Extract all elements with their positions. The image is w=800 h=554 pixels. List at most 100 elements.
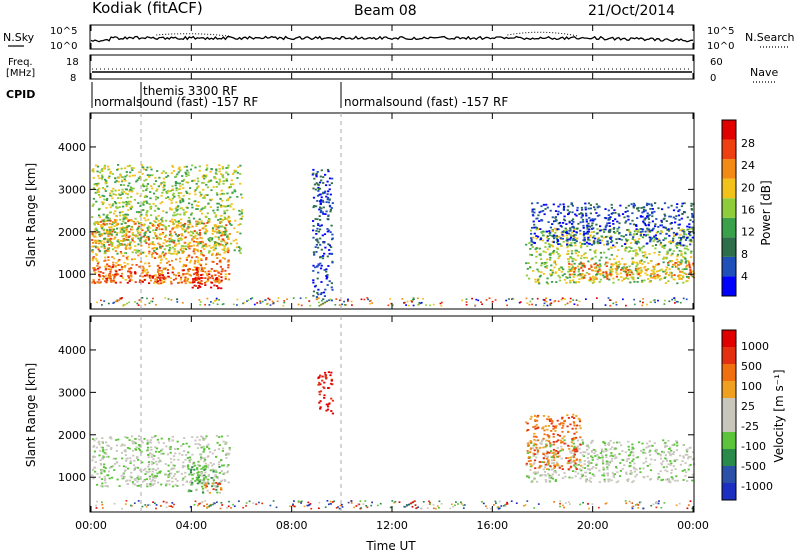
- power-cell: [109, 170, 112, 173]
- power-cell: [222, 239, 225, 242]
- power-cell: [156, 280, 159, 283]
- velocity-cell: [544, 463, 547, 466]
- power-cell: [143, 217, 146, 220]
- power-cell: [101, 203, 104, 206]
- noise-left-tick-bottom: 10^0: [50, 41, 77, 52]
- power-cell: [169, 190, 172, 192]
- power-cell: [124, 229, 127, 232]
- power-cell: [553, 266, 556, 269]
- power-cell: [640, 266, 643, 269]
- power-cell: [580, 257, 583, 260]
- power-cell: [240, 217, 243, 220]
- power-near-range-cell: [253, 303, 256, 306]
- power-cell: [92, 168, 95, 170]
- power-cell: [141, 184, 144, 187]
- power-cell: [213, 225, 216, 228]
- power-cell: [658, 251, 661, 253]
- velocity-cell: [214, 469, 217, 472]
- velocity-cell: [226, 434, 229, 437]
- power-cell: [322, 241, 325, 244]
- power-cell: [538, 220, 541, 222]
- power-cell: [319, 202, 322, 205]
- power-cell: [130, 279, 133, 282]
- power-cell: [639, 235, 642, 237]
- power-cell: [138, 281, 141, 284]
- power-cell: [174, 184, 177, 187]
- velocity-cell: [618, 441, 621, 444]
- power-cell: [599, 242, 602, 244]
- power-cell: [540, 271, 543, 273]
- power-cell: [608, 225, 611, 227]
- velocity-near-range-cell: [269, 504, 272, 507]
- velocity-cell: [617, 480, 620, 483]
- velocity-cell: [645, 446, 648, 449]
- power-cell: [634, 252, 638, 255]
- power-cell: [91, 281, 94, 284]
- velocity-cell: [198, 482, 201, 485]
- power-cell: [202, 227, 205, 230]
- power-cell: [312, 187, 315, 190]
- velocity-cell: [98, 454, 101, 457]
- power-near-range-cell: [214, 299, 217, 302]
- velocity-cell: [557, 455, 560, 458]
- power-cell: [571, 239, 575, 242]
- power-cell: [193, 252, 196, 255]
- power-cell: [177, 194, 180, 197]
- power-cell: [113, 277, 116, 280]
- power-cell: [556, 239, 559, 241]
- velocity-near-range-cell: [537, 503, 540, 505]
- velocity-cell: [649, 454, 652, 456]
- power-near-range-cell: [652, 299, 655, 302]
- power-cell: [117, 197, 120, 199]
- velocity-cell: [120, 451, 124, 454]
- power-cell: [651, 245, 654, 247]
- power-cell: [678, 219, 681, 221]
- power-cell: [125, 256, 128, 259]
- power-cell: [594, 249, 597, 252]
- power-cell: [682, 236, 685, 239]
- velocity-cell: [148, 475, 151, 478]
- velocity-cell: [184, 454, 188, 456]
- velocity-cell: [546, 450, 549, 453]
- power-cell: [588, 268, 591, 270]
- power-near-range-cell: [461, 299, 464, 302]
- velocity-cell: [171, 477, 174, 479]
- power-cell: [530, 240, 533, 242]
- power-cell: [540, 262, 543, 265]
- power-cell: [178, 281, 181, 284]
- power-cell: [96, 182, 99, 185]
- power-cell: [649, 230, 652, 233]
- velocity-cell: [612, 474, 615, 477]
- power-cell: [571, 204, 574, 207]
- power-cell: [96, 262, 100, 265]
- power-cell: [328, 177, 332, 180]
- power-cell: [587, 222, 590, 225]
- power-cell: [227, 266, 230, 269]
- power-cell: [320, 179, 323, 182]
- power-cell: [576, 237, 579, 240]
- power-cell: [223, 247, 226, 249]
- velocity-cell: [548, 440, 551, 443]
- power-near-range-cell: [282, 305, 285, 307]
- power-cell: [177, 222, 180, 225]
- power-cell: [662, 270, 665, 273]
- velocity-cell: [147, 465, 150, 468]
- power-cell: [683, 231, 686, 233]
- velocity-cell: [136, 466, 139, 469]
- power-cell: [638, 260, 641, 263]
- power-cell: [204, 228, 207, 231]
- power-cell: [572, 218, 575, 221]
- velocity-cell: [645, 457, 648, 460]
- power-cell: [198, 223, 201, 225]
- velocity-cell: [204, 465, 207, 467]
- velocity-cell: [227, 464, 230, 466]
- power-cell: [113, 225, 116, 227]
- power-cell: [116, 240, 119, 243]
- power-cell: [317, 224, 320, 226]
- power-cell: [557, 205, 560, 208]
- power-cell: [155, 247, 158, 249]
- power-near-range-cell: [668, 300, 671, 303]
- power-cell: [125, 201, 128, 203]
- power-cell: [640, 269, 643, 272]
- power-cell: [320, 264, 323, 267]
